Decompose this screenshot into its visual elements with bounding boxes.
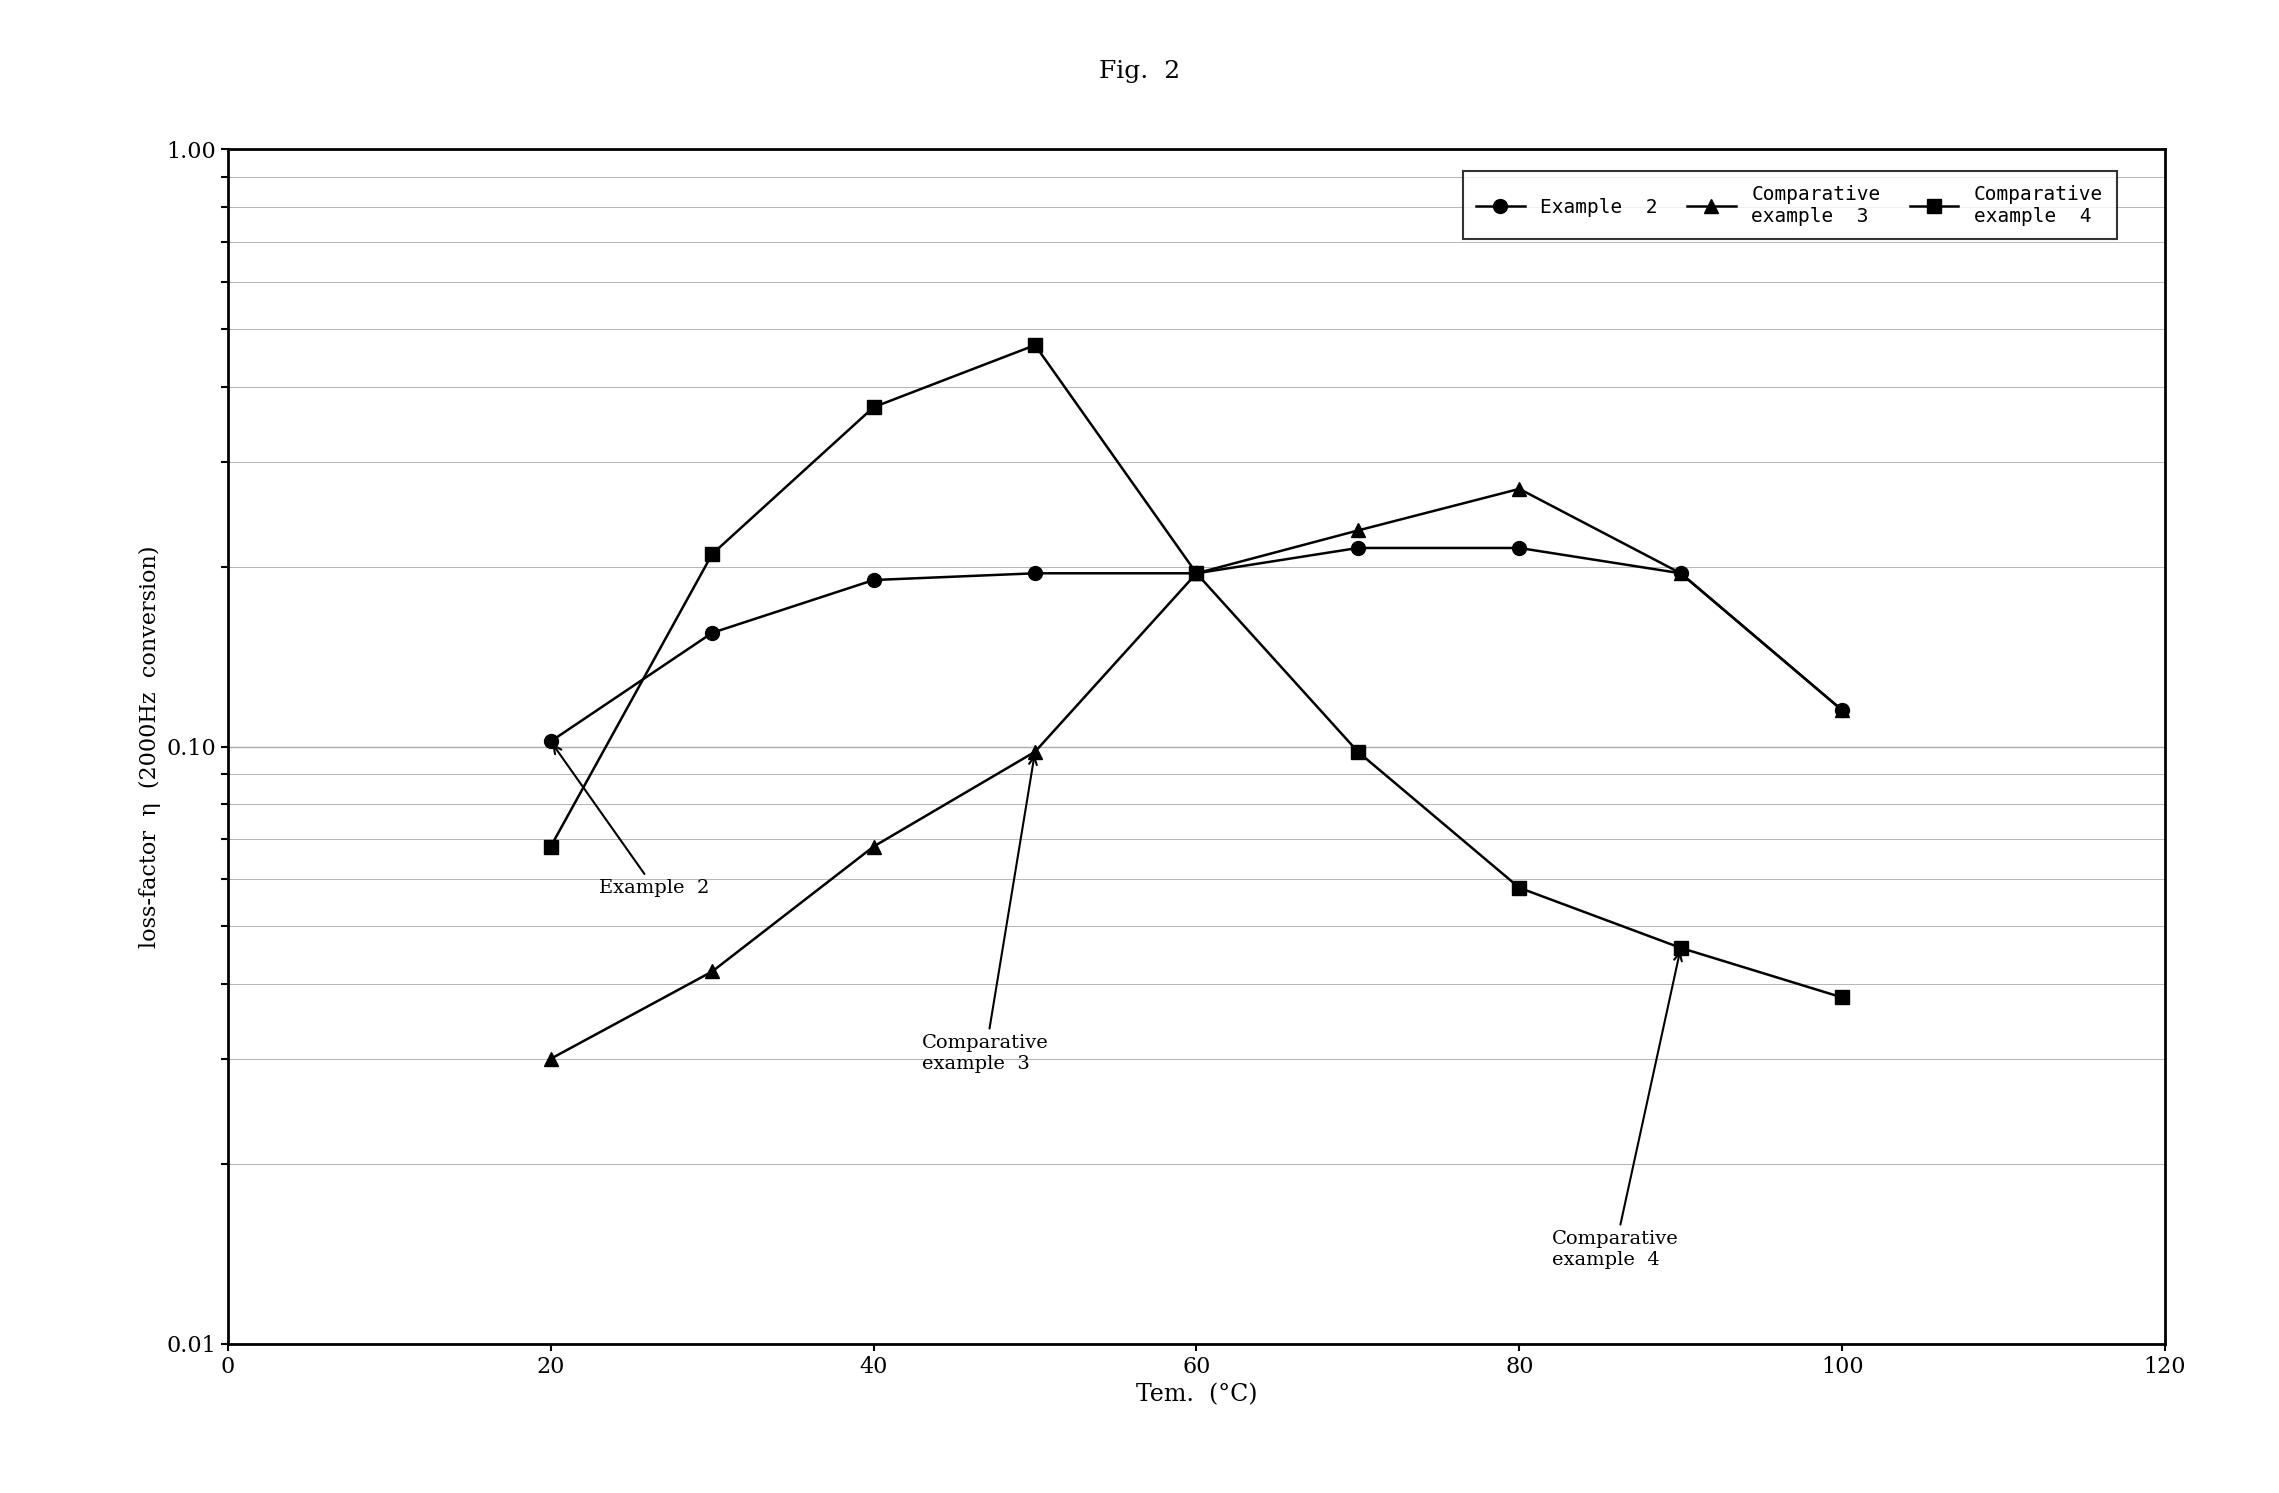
Comparative
example  3 xyxy=(1828,702,1855,720)
Text: Comparative
example  4: Comparative example 4 xyxy=(1552,953,1682,1269)
Line: Comparative
example  4: Comparative example 4 xyxy=(545,339,1848,1005)
Example  2 xyxy=(1828,702,1855,720)
Line: Example  2: Example 2 xyxy=(545,540,1848,748)
Comparative
example  3 xyxy=(1021,744,1048,761)
Comparative
example  4 xyxy=(538,838,565,855)
Line: Comparative
example  3: Comparative example 3 xyxy=(545,482,1848,1066)
X-axis label: Tem.  (°C): Tem. (°C) xyxy=(1135,1383,1258,1406)
Legend: Example  2, Comparative
example  3, Comparative
example  4: Example 2, Comparative example 3, Compar… xyxy=(1463,172,2117,239)
Comparative
example  3 xyxy=(1345,521,1372,539)
Comparative
example  4 xyxy=(859,399,887,417)
Example  2 xyxy=(859,570,887,588)
Comparative
example  4 xyxy=(1345,744,1372,761)
Example  2 xyxy=(1345,539,1372,557)
Example  2 xyxy=(1183,564,1210,582)
Example  2 xyxy=(697,624,725,642)
Comparative
example  4 xyxy=(1506,879,1534,897)
Comparative
example  4 xyxy=(1666,939,1693,957)
Comparative
example  3 xyxy=(1666,564,1693,582)
Example  2 xyxy=(538,733,565,751)
Comparative
example  3 xyxy=(1183,564,1210,582)
Example  2 xyxy=(1506,539,1534,557)
Comparative
example  4 xyxy=(1021,336,1048,354)
Text: Fig.  2: Fig. 2 xyxy=(1098,60,1181,82)
Comparative
example  4 xyxy=(1183,564,1210,582)
Comparative
example  3 xyxy=(1506,479,1534,497)
Comparative
example  4 xyxy=(1828,988,1855,1006)
Y-axis label: loss-factor  η  (2000Hz  conversion): loss-factor η (2000Hz conversion) xyxy=(139,545,162,948)
Comparative
example  4 xyxy=(697,545,725,563)
Comparative
example  3 xyxy=(859,838,887,855)
Comparative
example  3 xyxy=(538,1050,565,1067)
Example  2 xyxy=(1666,564,1693,582)
Text: Example  2: Example 2 xyxy=(554,745,709,897)
Comparative
example  3 xyxy=(697,963,725,981)
Text: Comparative
example  3: Comparative example 3 xyxy=(923,757,1048,1073)
Example  2 xyxy=(1021,564,1048,582)
